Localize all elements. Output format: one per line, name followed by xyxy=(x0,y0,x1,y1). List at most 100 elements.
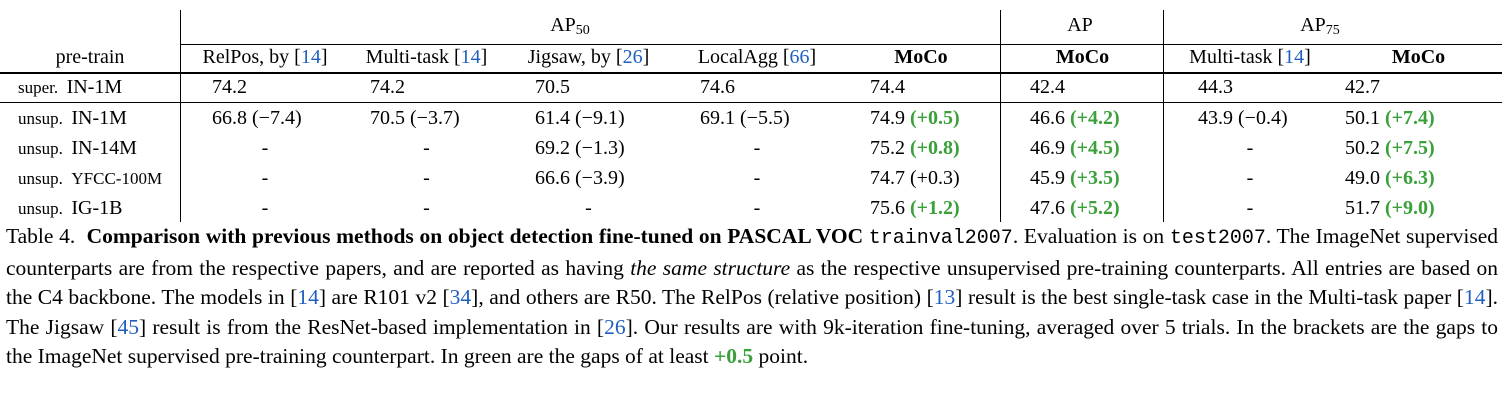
caption-label: Table 4. xyxy=(6,224,76,248)
row-label-dataset: IN-1M xyxy=(71,107,127,129)
row-label-dataset: IN-1M xyxy=(66,76,123,98)
table-cell: 74.7 (+0.3) xyxy=(870,165,960,191)
cell-value: - xyxy=(261,137,269,159)
cell-gap: (−0.4) xyxy=(1233,107,1288,129)
table-cell: 50.2 (+7.5) xyxy=(1345,135,1435,161)
cell-value: 69.1 xyxy=(700,107,735,129)
cell-value: 74.6 xyxy=(700,76,735,98)
table-cell: - xyxy=(348,165,505,191)
col-header-text: Jigsaw, by [ xyxy=(527,46,623,68)
table-cell: 42.7 xyxy=(1345,74,1380,100)
cell-value: - xyxy=(423,167,430,189)
citation-link[interactable]: 14 xyxy=(1284,46,1305,68)
cell-value: 69.2 xyxy=(535,137,570,159)
cell-value: 74.2 xyxy=(370,76,405,98)
cell-gap: (−5.5) xyxy=(735,107,790,129)
header-rule xyxy=(0,72,1502,74)
vline-pretrain xyxy=(180,10,181,222)
row-label-type: super. xyxy=(18,78,67,97)
group-underline xyxy=(180,44,1502,45)
table-cell: 70.5 xyxy=(535,74,570,100)
table-cell: - xyxy=(348,135,505,161)
col-header: Multi-task [14] xyxy=(348,44,505,70)
caption-text: ] result is the best single-task case in… xyxy=(955,285,1464,309)
cell-gap: (−7.4) xyxy=(247,107,302,129)
cell-gap: (+7.5) xyxy=(1380,137,1435,159)
caption-text: ]. The Jigsaw [ xyxy=(6,285,1499,339)
vline-ap75 xyxy=(1163,10,1164,222)
table-cell: 75.6 (+1.2) xyxy=(870,195,960,221)
citation-link[interactable]: 14 xyxy=(1463,285,1486,309)
table-cell: - xyxy=(182,165,348,191)
col-header-text: MoCo xyxy=(894,46,948,68)
cell-value: 42.4 xyxy=(1030,76,1065,98)
table-cell: 46.6 (+4.2) xyxy=(1030,105,1120,131)
cell-value: - xyxy=(261,197,269,219)
table-cell: 47.6 (+5.2) xyxy=(1030,195,1120,221)
caption-italic: the same structure xyxy=(630,255,791,280)
citation-link[interactable]: 66 xyxy=(789,46,810,68)
table-cell: 42.4 xyxy=(1030,74,1065,100)
col-header-text: ] xyxy=(480,46,488,68)
row-label: unsup. IN-1M xyxy=(18,105,127,132)
caption-text: ], and others are R50. The RelPos (relat… xyxy=(471,285,934,309)
cell-value: - xyxy=(1246,197,1254,219)
col-header-text: MoCo xyxy=(1391,46,1446,68)
table-cell: 50.1 (+7.4) xyxy=(1345,105,1435,131)
col-header-text: LocalAgg [ xyxy=(697,46,790,68)
cell-gap: (+0.5) xyxy=(905,107,960,129)
citation-link[interactable]: 14 xyxy=(460,46,481,68)
citation-link[interactable]: 14 xyxy=(300,46,321,68)
caption-text: ]. Our results are with 9k-iteration fin… xyxy=(6,314,1498,369)
cell-value: - xyxy=(423,137,430,159)
row-label: unsup. IG-1B xyxy=(18,195,122,222)
citation-link[interactable]: 45 xyxy=(117,314,140,339)
row-label: super. IN-1M xyxy=(18,74,122,101)
cell-gap: (+4.5) xyxy=(1065,137,1120,159)
col-header-text: ] xyxy=(809,46,817,68)
cell-value: - xyxy=(261,167,269,189)
cell-value: 75.2 xyxy=(870,137,905,159)
cell-value: 44.3 xyxy=(1198,76,1233,98)
table-cell: 49.0 (+6.3) xyxy=(1345,165,1435,191)
col-header-text: ] xyxy=(642,46,650,68)
cell-gap: (+9.0) xyxy=(1380,197,1435,219)
citation-link[interactable]: 13 xyxy=(933,285,956,309)
cell-value: 61.4 xyxy=(535,107,570,129)
cell-value: 74.7 xyxy=(870,167,905,189)
table-cell: - xyxy=(672,195,842,221)
caption-mono-trainval: trainval2007 xyxy=(868,227,1013,250)
citation-link[interactable]: 14 xyxy=(297,285,319,309)
citation-link[interactable]: 34 xyxy=(449,285,472,309)
cell-gap: (+7.4) xyxy=(1380,107,1435,129)
results-table: AP50 AP AP75 pre-train RelPos, by [14] Mu… xyxy=(0,8,1502,222)
table-cell: - xyxy=(1165,135,1335,161)
table-cell: 69.1 (−5.5) xyxy=(700,105,790,131)
table-cell: 70.5 (−3.7) xyxy=(370,105,460,131)
col-header: RelPos, by [14] xyxy=(182,44,348,70)
row-label-dataset: YFCC-100M xyxy=(71,169,163,188)
table-cell: - xyxy=(348,195,505,221)
col-header-text: Multi-task [ xyxy=(365,46,461,68)
col-header: Multi-task [14] xyxy=(1165,44,1335,70)
ap-label: AP xyxy=(1067,14,1093,36)
table-cell: 74.9 (+0.5) xyxy=(870,105,960,131)
col-header: MoCo xyxy=(1335,44,1502,70)
caption-mono-test: test2007 xyxy=(1169,227,1266,250)
citation-link[interactable]: 26 xyxy=(604,314,626,339)
cell-value: 74.2 xyxy=(212,76,247,98)
row-label-type: unsup. xyxy=(18,139,72,158)
cell-gap: (−3.7) xyxy=(405,107,460,129)
cell-value: - xyxy=(753,197,761,219)
cell-value: - xyxy=(1246,167,1254,189)
cell-value: 49.0 xyxy=(1345,167,1380,189)
caption-text: point. xyxy=(758,344,809,368)
cell-value: 47.6 xyxy=(1030,197,1065,219)
ap50-sub: 50 xyxy=(575,23,590,38)
caption-green-threshold: +0.5 xyxy=(714,344,754,368)
citation-link[interactable]: 26 xyxy=(622,46,643,68)
col-header-text: ] xyxy=(320,46,328,68)
col-header: LocalAgg [66] xyxy=(672,44,842,70)
table-cell: 51.7 (+9.0) xyxy=(1345,195,1435,221)
table-cell: 75.2 (+0.8) xyxy=(870,135,960,161)
